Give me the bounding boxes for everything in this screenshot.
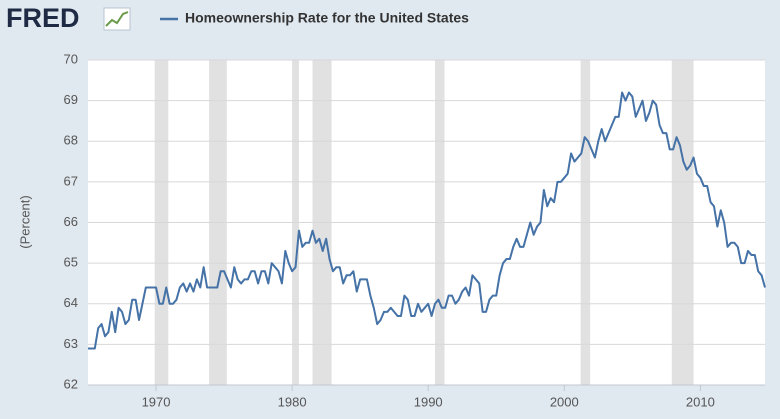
y-tick-label: 66 [64,214,78,229]
data-line [88,91,766,350]
y-tick-label: 64 [64,295,78,310]
logo-box [103,7,131,31]
x-tick-label: 2010 [686,394,715,409]
logo-icon [103,7,131,31]
y-tick-label: 62 [64,376,78,391]
logo: FRED [6,3,80,33]
chart-title: Homeownership Rate for the United States [185,10,469,26]
y-tick-label: 68 [64,133,78,148]
y-tick-label: 63 [64,336,78,351]
logo-line [105,11,129,27]
y-tick-label: 67 [64,173,78,188]
y-tick-label: 69 [64,92,78,107]
x-tick-label: 1970 [142,394,171,409]
y-tick-label: 65 [64,255,78,270]
x-tick-label: 1980 [278,394,307,409]
y-axis-label: (Percent) [17,195,32,248]
y-tick-label: 70 [64,51,78,66]
x-tick-label: 1990 [414,394,443,409]
x-tick-label: 2000 [550,394,579,409]
